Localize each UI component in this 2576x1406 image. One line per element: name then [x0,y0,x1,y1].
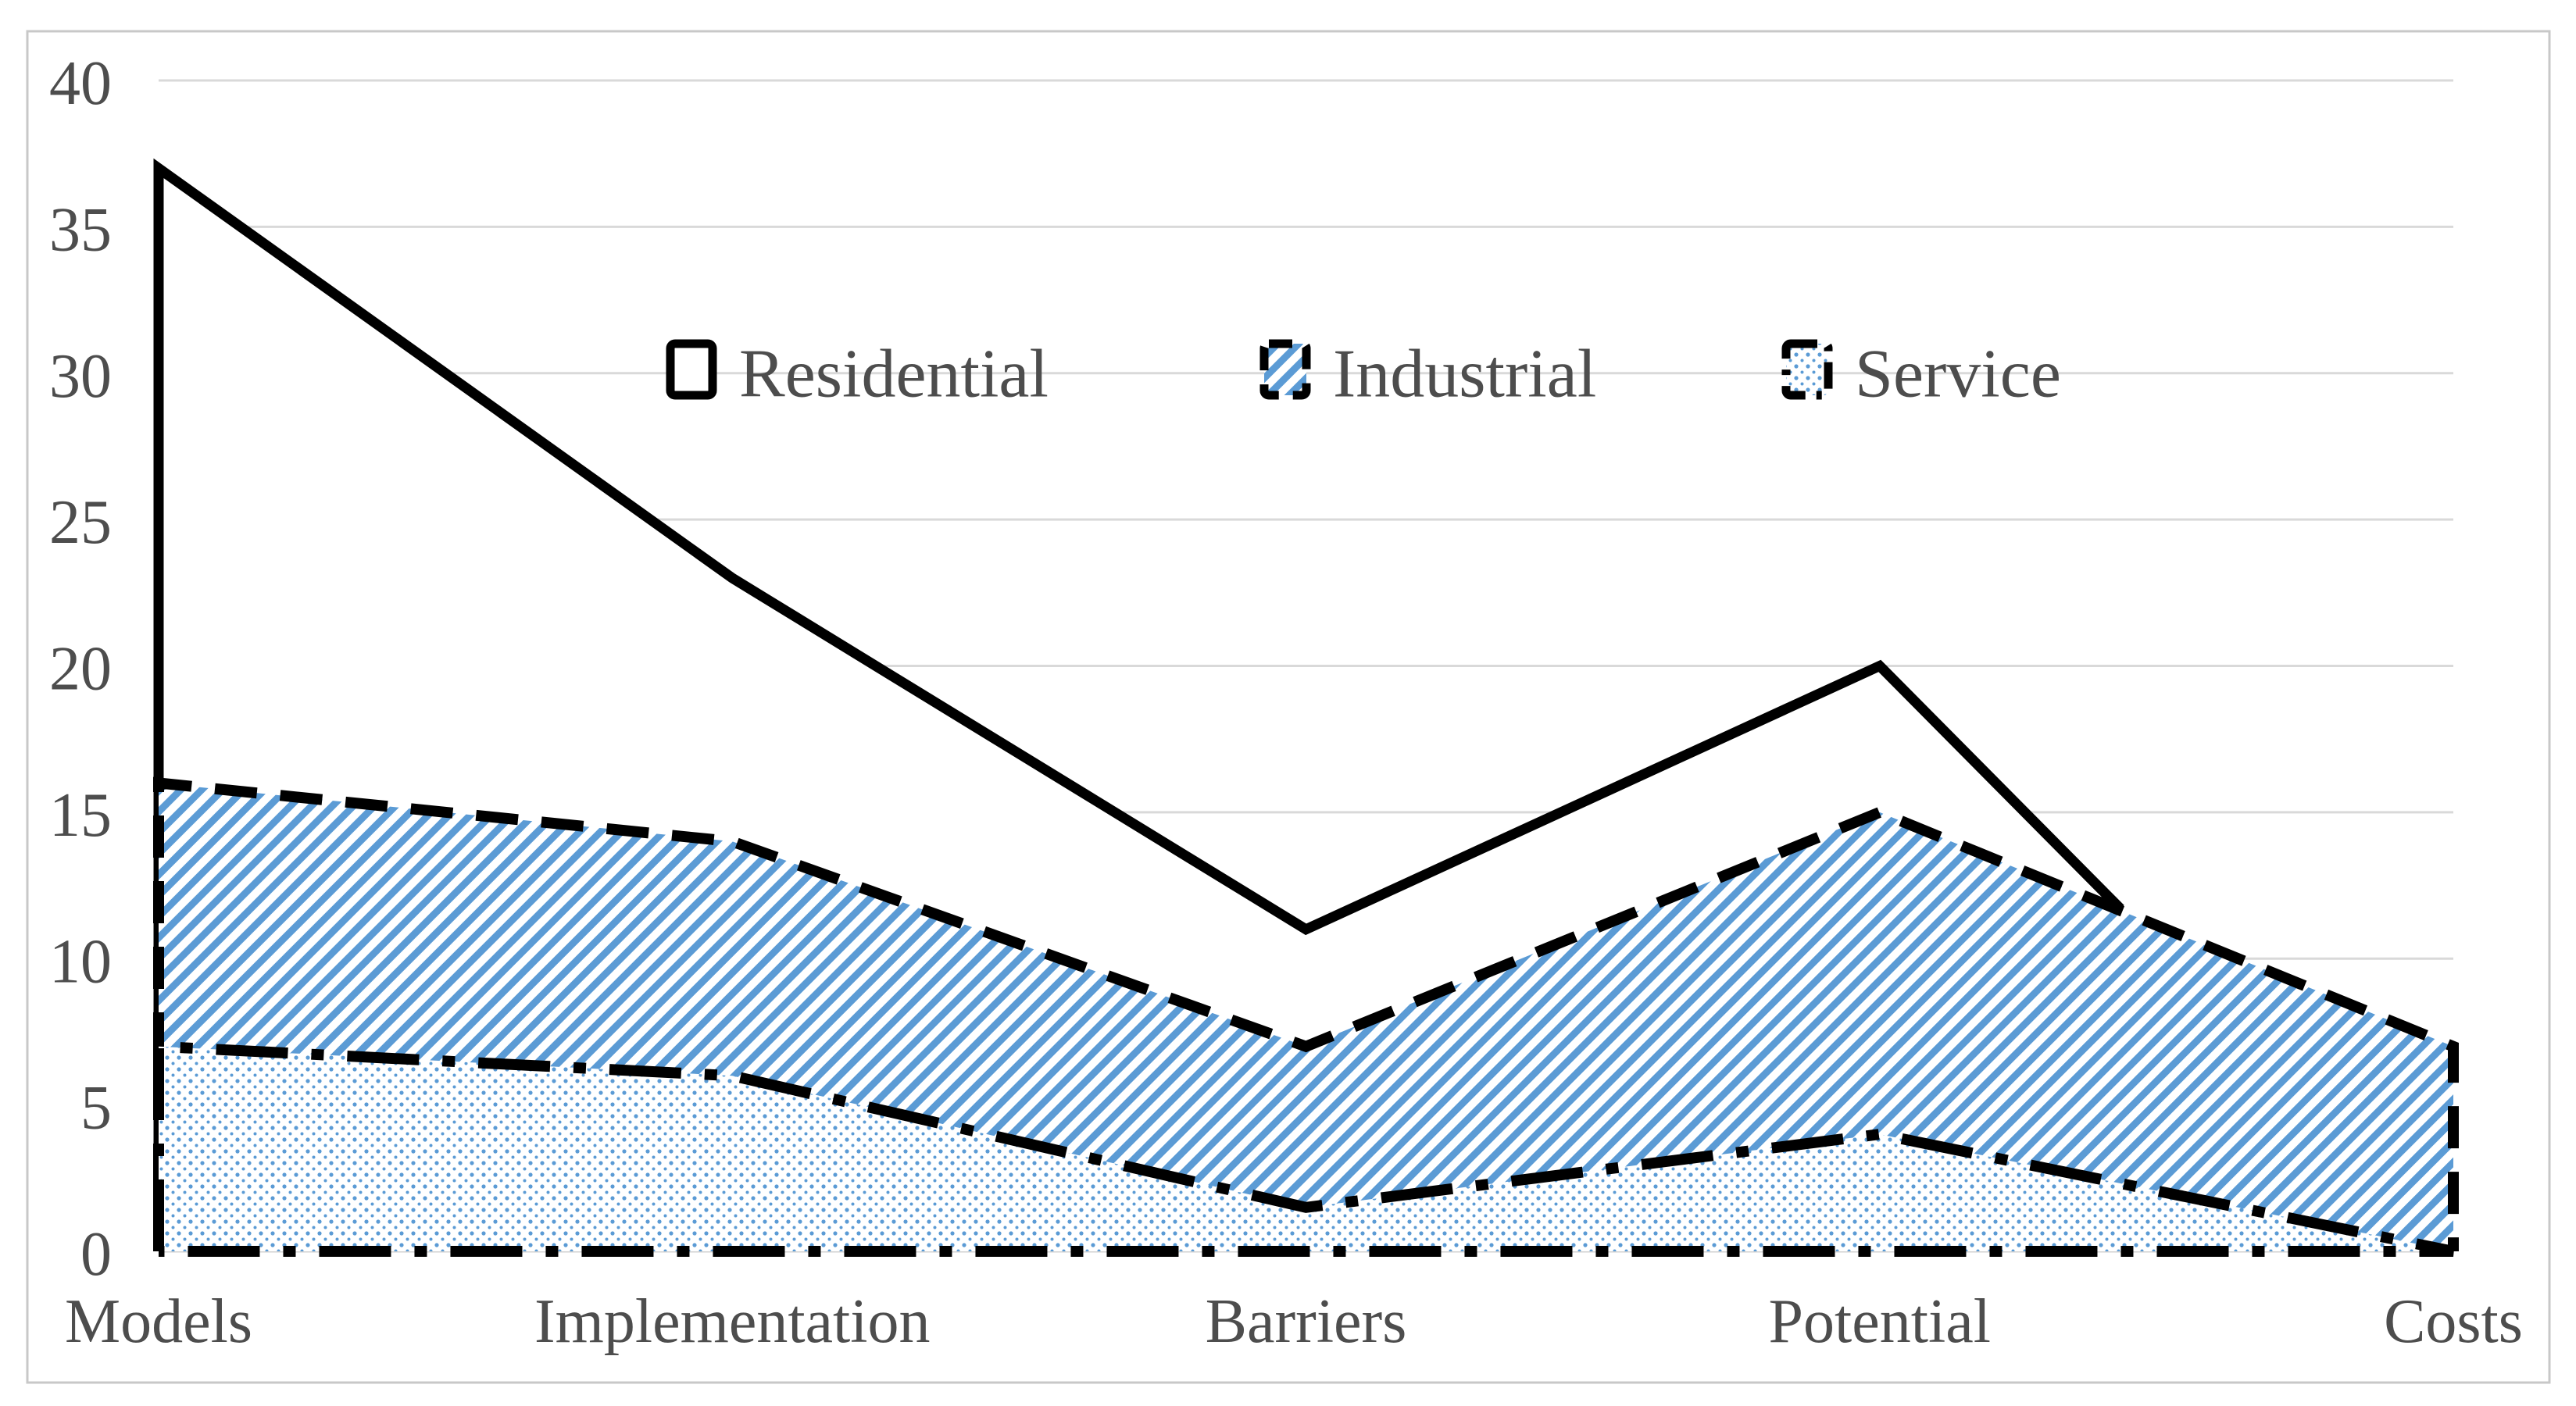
line-service [153,1040,2455,1257]
x-axis-label-costs: Costs [2384,1287,2523,1356]
y-axis: 40 35 30 25 20 15 10 5 0 [49,49,112,1289]
y-tick-label: 35 [49,195,112,264]
y-tick-label: 25 [49,488,112,557]
x-axis-label-implementation: Implementation [534,1287,931,1356]
legend-label: Service [1855,337,2061,412]
y-tick-label: 30 [49,342,112,411]
legend-swatch-dashed [1259,339,1311,400]
legend: Residential Industrial Service [666,337,2061,412]
series-areas [153,158,2459,1257]
line-residential [153,158,2124,1251]
x-axis-label-potential: Potential [1769,1287,1991,1356]
area-service [159,1046,2453,1251]
line-industrial [153,776,2459,1251]
y-tick-label: 5 [80,1074,112,1143]
y-tick-label: 20 [49,635,112,704]
legend-item-residential: Residential [666,337,1049,412]
x-axis-label-models: Models [65,1287,252,1356]
legend-swatch-dash-dot [1781,339,1833,400]
x-axis-label-barriers: Barriers [1206,1287,1407,1356]
y-tick-label: 0 [80,1220,112,1289]
x-axis: Models Implementation Barriers Potential Cos… [65,1287,2523,1356]
legend-swatch-solid [666,339,717,400]
y-tick-label: 40 [49,49,112,118]
chart-border [26,30,2551,1384]
legend-item-industrial: Industrial [1259,337,1596,412]
legend-label: Industrial [1333,337,1596,412]
legend-label: Residential [739,337,1049,412]
y-tick-label: 15 [49,781,112,850]
legend-item-service: Service [1781,337,2061,412]
y-tick-label: 10 [49,927,112,996]
